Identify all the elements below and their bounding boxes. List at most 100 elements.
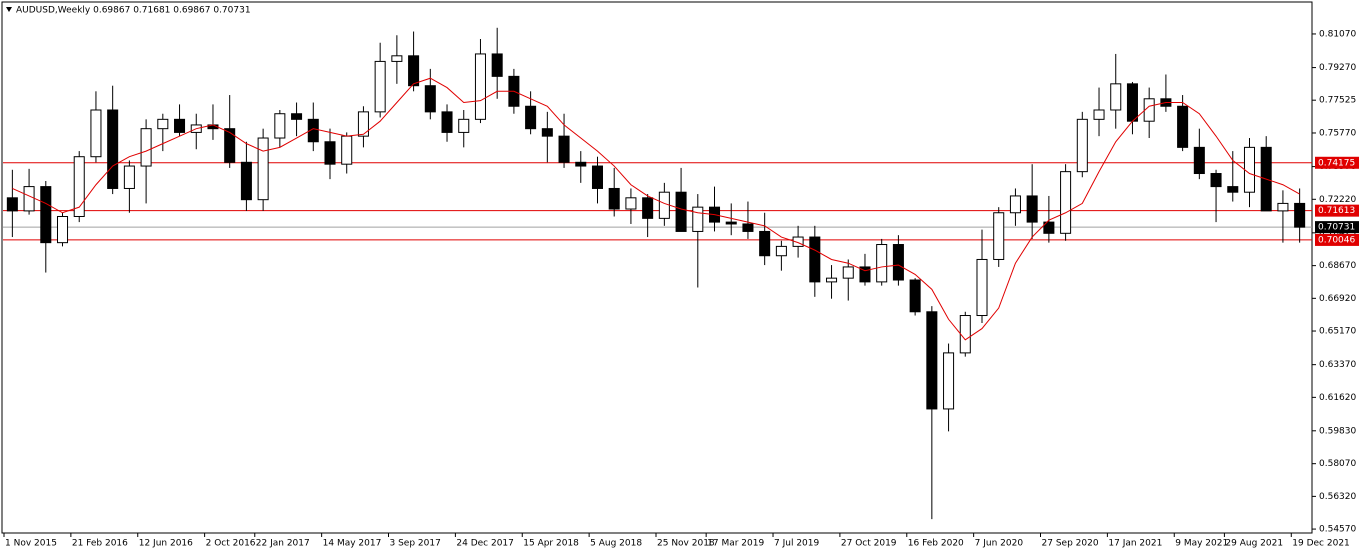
y-tick-label: 0.66920 <box>1319 294 1356 304</box>
candle-body <box>1193 146 1205 175</box>
candle-body <box>174 118 186 133</box>
x-tick-label: 24 Dec 2017 <box>456 539 514 549</box>
candle-body <box>642 197 654 219</box>
x-tick-label: 14 May 2017 <box>323 539 382 549</box>
chart-title: AUDUSD,Weekly 0.69867 0.71681 0.69867 0.… <box>16 6 251 16</box>
candle-body <box>140 128 152 167</box>
candle-body <box>291 113 303 120</box>
x-tick-label: 9 May 2021 <box>1175 539 1228 549</box>
candle-body <box>6 197 18 212</box>
x-tick-label: 7 Jun 2020 <box>975 539 1024 549</box>
x-tick-label: 3 Sep 2017 <box>390 539 441 549</box>
x-tick-label: 12 Jun 2016 <box>139 539 193 549</box>
candle-body <box>926 311 938 410</box>
y-tick-label: 0.65170 <box>1319 327 1356 337</box>
candle-body <box>725 221 737 225</box>
candle-body <box>73 156 85 217</box>
candle-body <box>1126 83 1138 122</box>
candle-body <box>842 266 854 279</box>
candle-body <box>157 118 169 130</box>
candle-body <box>1009 195 1021 214</box>
candle-body <box>558 135 570 163</box>
candle-body <box>1294 202 1306 228</box>
candle-body <box>943 352 955 410</box>
level-label-box <box>1315 156 1359 169</box>
candle-body <box>274 113 286 139</box>
candle-body <box>1026 195 1038 223</box>
candle-body <box>1177 105 1189 148</box>
menu-triangle[interactable] <box>6 7 12 12</box>
candle-body <box>876 244 888 283</box>
current-price-label-box <box>1315 221 1359 234</box>
y-tick-label: 0.63370 <box>1319 360 1356 370</box>
x-tick-label: 1 Nov 2015 <box>5 539 57 549</box>
x-tick-label: 7 Jul 2019 <box>774 539 819 549</box>
candle-body <box>224 128 236 163</box>
x-tick-label: 17 Mar 2019 <box>707 539 764 549</box>
y-tick-label: 0.70425 <box>1319 228 1356 238</box>
candle-body <box>240 161 252 201</box>
candle-body <box>1076 118 1088 173</box>
x-tick-label: 25 Nov 2018 <box>657 539 715 549</box>
candle-body <box>859 266 871 283</box>
y-tick-label: 0.58070 <box>1319 459 1356 469</box>
candle-body <box>826 277 838 283</box>
candle-body <box>909 279 921 313</box>
candle-body <box>1110 83 1122 111</box>
candle-body <box>374 60 386 113</box>
level-label-box <box>1315 233 1359 246</box>
candle-body <box>625 197 637 210</box>
x-tick-label: 22 Jan 2017 <box>256 539 310 549</box>
level-label: 0.71613 <box>1318 206 1355 216</box>
candle-body <box>408 55 420 87</box>
candle-body <box>525 105 537 130</box>
level-label: 0.74175 <box>1318 158 1355 168</box>
candle-body <box>792 236 804 247</box>
candle-body <box>809 236 821 283</box>
candle-body <box>575 161 587 167</box>
current-price-label: 0.70731 <box>1318 223 1355 233</box>
candle-body <box>976 258 988 317</box>
x-tick-label: 17 Jan 2021 <box>1108 539 1162 549</box>
x-tick-label: 2 Oct 2016 <box>206 539 256 549</box>
y-tick-label: 0.77525 <box>1319 96 1356 106</box>
candle-body <box>1060 171 1072 234</box>
candle-body <box>1277 202 1289 212</box>
candle-body <box>341 135 353 165</box>
candle-body <box>491 53 503 77</box>
candle-body <box>1210 173 1222 188</box>
candle-body <box>56 215 69 244</box>
candle-body <box>90 109 102 158</box>
candle-body <box>441 111 453 133</box>
candle-body <box>775 245 787 257</box>
candle-body <box>474 53 486 120</box>
y-tick-label: 0.72220 <box>1319 195 1356 205</box>
y-tick-label: 0.75770 <box>1319 128 1356 138</box>
candle-body <box>40 186 52 244</box>
candle-body <box>23 186 35 212</box>
y-tick-label: 0.61620 <box>1319 393 1356 403</box>
x-tick-label: 5 Aug 2018 <box>590 539 642 549</box>
x-tick-label: 27 Oct 2019 <box>841 539 897 549</box>
candle-body <box>692 206 704 232</box>
candle-body <box>357 111 369 137</box>
y-tick-label: 0.56320 <box>1319 492 1356 502</box>
candle-body <box>1143 98 1155 122</box>
y-tick-label: 0.79270 <box>1319 63 1356 73</box>
plot-frame <box>1 1 1313 534</box>
y-tick-label: 0.81070 <box>1319 29 1356 39</box>
candle-body <box>1043 221 1055 234</box>
candle-body <box>742 223 754 232</box>
candle-body <box>424 85 436 113</box>
moving-average <box>12 77 1300 341</box>
x-tick-label: 16 Feb 2020 <box>908 539 964 549</box>
candle-body <box>608 187 620 210</box>
candle-body <box>307 118 319 143</box>
candle-body <box>1093 109 1105 120</box>
level-label: 0.70046 <box>1318 235 1355 245</box>
y-tick-label: 0.68670 <box>1319 261 1356 271</box>
x-tick-label: 19 Dec 2021 <box>1292 539 1350 549</box>
candle-body <box>257 137 269 201</box>
candle-body <box>458 118 470 133</box>
